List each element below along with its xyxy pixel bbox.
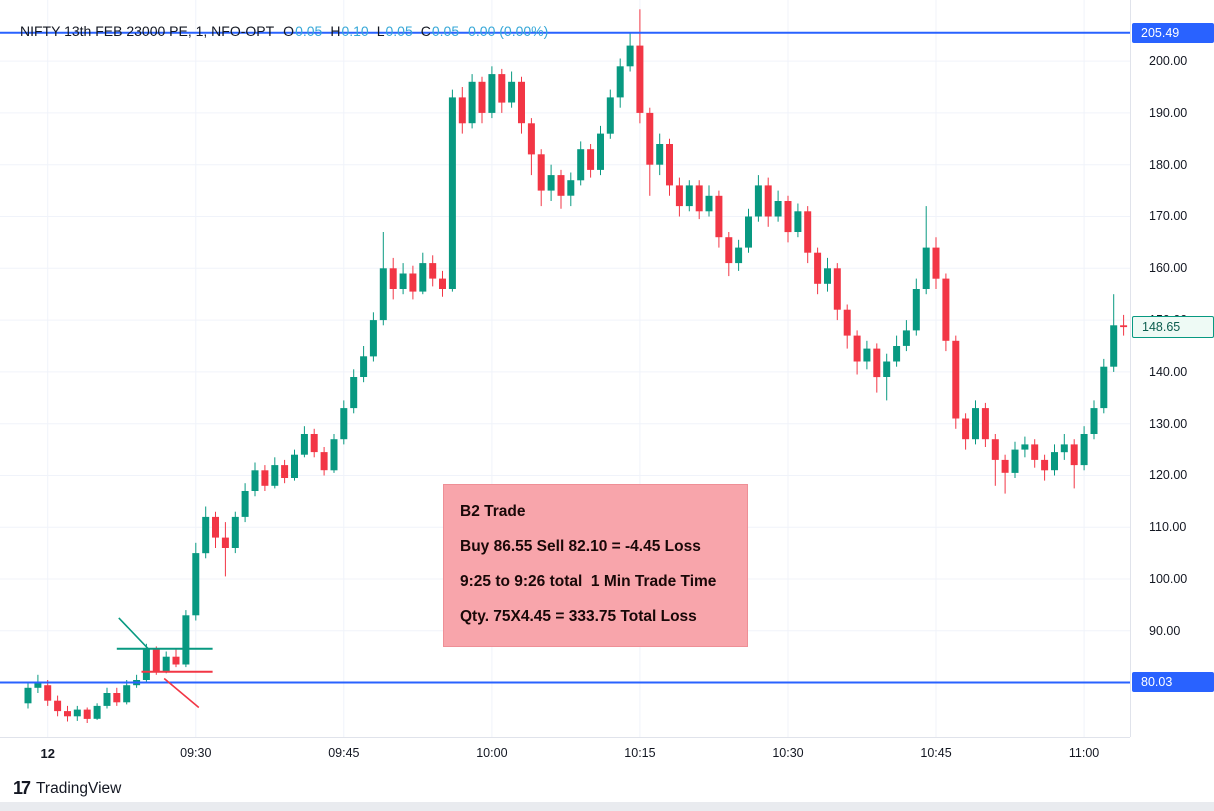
tradingview-brand-text[interactable]: TradingView: [36, 779, 122, 797]
time-tick-label: 10:00: [476, 746, 508, 760]
price-tick-label: 140.00: [1149, 364, 1188, 379]
time-tick-label: 09:30: [180, 746, 212, 760]
price-tick-label: 100.00: [1149, 572, 1188, 587]
ohlc-readout: O0.05 H0.10 L0.05 C0.05: [283, 23, 459, 39]
price-tick-label: 180.00: [1149, 157, 1188, 172]
price-line-badge: 80.03: [1132, 672, 1214, 693]
ohlc-field-label: C: [420, 23, 431, 39]
tradingview-logo-icon[interactable]: 17: [13, 778, 31, 798]
trade-annotation-box[interactable]: B2 Trade Buy 86.55 Sell 82.10 = -4.45 Los…: [443, 484, 748, 647]
trade-note-line: Qty. 75X4.45 = 333.75 Total Loss: [460, 608, 697, 625]
time-tick-label: 12: [40, 746, 55, 761]
tradingview-attribution[interactable]: 17 TradingView: [13, 778, 121, 799]
time-tick-label: 10:45: [920, 746, 952, 760]
price-tick-label: 190.00: [1149, 105, 1188, 120]
price-tick-label: 90.00: [1149, 623, 1181, 638]
ohlc-field-value: 0.05: [295, 23, 323, 39]
ohlc-field-value: 0.05: [431, 23, 460, 39]
time-tick-label: 09:45: [328, 746, 360, 760]
price-tick-label: 130.00: [1149, 416, 1188, 431]
ohlc-field-label: O: [283, 23, 295, 39]
symbol-title[interactable]: NIFTY 13th FEB 23000 PE, 1, NFO-OPT: [20, 23, 275, 39]
trade-note-line: 9:25 to 9:26 total 1 Min Trade Time: [460, 573, 717, 590]
time-tick-label: 10:30: [772, 746, 804, 760]
trade-note-line: B2 Trade: [460, 503, 526, 520]
time-tick-label: 10:15: [624, 746, 656, 760]
price-tick-label: 200.00: [1149, 54, 1188, 69]
ohlc-field-value: 0.10: [341, 23, 369, 39]
price-tick-label: 160.00: [1149, 261, 1188, 276]
time-tick-label: 11:00: [1068, 746, 1100, 760]
price-tick-label: 110.00: [1149, 520, 1187, 535]
last-price-badge: 148.65: [1132, 316, 1214, 339]
price-tick-label: 170.00: [1149, 209, 1188, 224]
price-axis[interactable]: 200.00190.00180.00170.00160.00150.00140.…: [1130, 0, 1214, 737]
horizontal-scrollbar[interactable]: [0, 802, 1214, 811]
price-tick-label: 120.00: [1149, 468, 1188, 483]
candlestick-plot[interactable]: [0, 0, 1130, 737]
ohlc-field-label: H: [330, 23, 341, 39]
ohlc-field-value: 0.05: [385, 23, 413, 39]
symbol-legend[interactable]: NIFTY 13th FEB 23000 PE, 1, NFO-OPT O0.0…: [20, 23, 548, 39]
trade-note-line: Buy 86.55 Sell 82.10 = -4.45 Loss: [460, 538, 701, 555]
price-line-badge: 205.49: [1132, 22, 1214, 43]
ohlc-field-label: L: [376, 23, 385, 39]
time-axis[interactable]: 12 09:30 09:45 10:00 10:15 10:30 10:45 11:00: [0, 737, 1130, 767]
change-readout: 0.00 (0.00%): [468, 23, 549, 39]
